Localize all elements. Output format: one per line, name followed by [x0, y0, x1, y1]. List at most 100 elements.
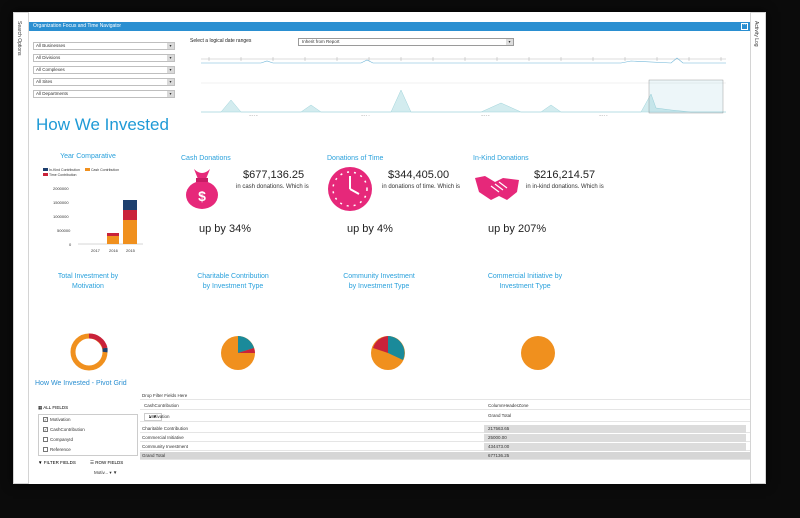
- title-line: Commercial Initiative by: [487, 273, 563, 280]
- grand-total-header: Grand Total: [488, 413, 512, 418]
- chevron-down-icon: ▾: [167, 79, 174, 85]
- year-comparative-chart: In-Kind Contribution Cash Contribution T…: [43, 168, 143, 253]
- date-range-label: Select a logical date ranges: [190, 38, 252, 44]
- x-tick-label: 2017: [91, 248, 101, 253]
- fields-icon: ▦: [38, 405, 44, 410]
- y-tick-label: 0: [69, 242, 72, 247]
- data-field-label[interactable]: CashContribution: [144, 403, 179, 408]
- field-label: Reference: [50, 447, 71, 452]
- row-field-chip[interactable]: Motiv... ▾ ▼: [94, 470, 118, 475]
- y-tick-label: 1000000: [53, 214, 69, 219]
- drop-filter-zone[interactable]: Drop Filter Fields Here: [140, 392, 750, 400]
- filter-header-title: Organization Focus and Time Navigator: [33, 23, 122, 29]
- pivot-field-list: ▦ ALL FIELDS ✓ Motivation ✓ CashContributi…: [38, 398, 138, 480]
- checkbox-checked-icon: ✓: [43, 427, 48, 433]
- commercial-pie-chart: [521, 336, 555, 370]
- row-value: 217563.65: [484, 425, 746, 433]
- bar-2016-time: [107, 233, 119, 236]
- timeline-selection-handle[interactable]: [648, 79, 724, 114]
- pivot-grid-title: How We Invested - Pivot Grid: [35, 380, 127, 387]
- row-label: Commercial Initiative: [142, 435, 184, 440]
- complex-dropdown[interactable]: All Complexes ▾: [33, 66, 175, 74]
- charitable-chart-title: Charitable Contribution by Investment Typ…: [183, 272, 283, 292]
- motivation-field-chip[interactable]: Motivation ▴ ▼: [144, 413, 170, 421]
- title-line: Investment Type: [499, 283, 551, 290]
- legend-item: Time Contribution: [49, 173, 77, 177]
- handshake-icon: [475, 176, 519, 200]
- timeline-year-label: 2016: [599, 114, 609, 116]
- year-comparative-title: Year Comparative: [60, 153, 116, 160]
- pivot-grid: Drop Filter Fields Here CashContribution…: [140, 392, 750, 482]
- table-row[interactable]: Charitable Contribution 217563.65: [140, 425, 750, 433]
- time-navigator[interactable]: 2013 2014 2015 2016: [201, 50, 726, 116]
- site-dropdown-label: All Sites: [36, 79, 53, 84]
- row-label: Charitable Contribution: [142, 426, 189, 431]
- row-fields-zone[interactable]: ☰ ROW FIELDS: [90, 460, 123, 466]
- time-amount: $344,405.00: [388, 169, 450, 181]
- field-reference[interactable]: Reference: [43, 446, 71, 454]
- timeline-year-label: 2013: [249, 114, 259, 116]
- activity-log-tab[interactable]: Activity Log: [750, 12, 766, 484]
- table-row[interactable]: Commercial Initiative 25000.00: [140, 434, 750, 442]
- date-range-value: Inherit from Report: [302, 39, 340, 44]
- column-header-zone[interactable]: ColumnHeaderZone: [488, 403, 529, 408]
- department-dropdown[interactable]: All Departments ▾: [33, 90, 175, 98]
- all-fields-header[interactable]: ▦ ALL FIELDS: [38, 404, 138, 412]
- division-dropdown[interactable]: All Divisions ▾: [33, 54, 175, 62]
- cash-donations-title: Cash Donations: [181, 155, 231, 162]
- inkind-amount: $216,214.57: [534, 169, 596, 181]
- community-pie-chart: [371, 336, 405, 370]
- filter-icon: ▼: [38, 460, 44, 465]
- activity-log-label: Activity Log: [753, 21, 759, 47]
- field-label: CashContribution: [50, 427, 85, 432]
- app-window: Search Options Activity Log Organization…: [13, 12, 766, 484]
- title-line: Motivation: [72, 283, 104, 290]
- site-dropdown[interactable]: All Sites ▾: [33, 78, 175, 86]
- collapse-icon[interactable]: ^: [741, 23, 748, 30]
- filter-fields-zone[interactable]: ▼ FILTER FIELDS: [38, 460, 76, 465]
- inkind-donations-title: In-Kind Donations: [473, 155, 529, 162]
- field-company-id[interactable]: CompanyId: [43, 436, 73, 444]
- row-value: 25000.00: [484, 434, 746, 442]
- search-options-label: Search Options: [16, 21, 22, 56]
- search-options-tab[interactable]: Search Options: [13, 12, 29, 484]
- checkbox-icon: [43, 447, 48, 453]
- checkbox-icon: [43, 437, 48, 443]
- field-list-box: ✓ Motivation ✓ CashContribution CompanyId …: [38, 414, 138, 456]
- complex-dropdown-label: All Complexes: [36, 67, 65, 72]
- x-tick-label: 2016: [109, 248, 119, 253]
- field-cash-contribution[interactable]: ✓ CashContribution: [43, 426, 85, 434]
- time-change: up by 4%: [347, 223, 393, 235]
- table-row[interactable]: Community Investment 434473.00: [140, 443, 750, 451]
- division-dropdown-label: All Divisions: [36, 55, 61, 60]
- date-range-select[interactable]: Inherit from Report ▾: [298, 38, 514, 46]
- legend-item: In-Kind Contribution: [49, 168, 80, 172]
- filter-panel: Organization Focus and Time Navigator ^ …: [29, 22, 750, 118]
- title-line: Community Investment: [343, 273, 415, 280]
- chevron-down-icon: ▾: [167, 91, 174, 97]
- cash-description: in cash donations. Which is: [236, 184, 309, 190]
- inkind-description: in in-kind donations. Which is: [526, 184, 604, 190]
- business-dropdown[interactable]: All Businesses ▾: [33, 42, 175, 50]
- row-field-chip-label: Motiv...: [94, 470, 109, 475]
- motivation-donut-chart: [70, 333, 108, 371]
- motivation-chart-title: Total Investment by Motivation: [43, 272, 133, 292]
- cash-amount: $677,136.25: [243, 169, 305, 181]
- x-tick-label: 2015: [126, 248, 136, 253]
- bar-2015-inkind: [123, 200, 137, 210]
- timeline-year-label: 2014: [361, 114, 371, 116]
- legend-item: Cash Contribution: [91, 168, 119, 172]
- charitable-pie-chart: [221, 336, 255, 370]
- timeline-area-chart: [201, 89, 726, 113]
- title-line: Charitable Contribution: [197, 273, 269, 280]
- field-label: Motivation: [50, 417, 71, 422]
- bar-2015-time: [123, 210, 137, 220]
- row-header-label: Motivation: [149, 414, 170, 419]
- inkind-change: up by 207%: [488, 223, 547, 235]
- bar-2015-cash: [123, 220, 137, 244]
- svg-text:$: $: [198, 188, 206, 204]
- grand-total-row: Grand Total 677136.25: [140, 452, 750, 460]
- row-label: Grand Total: [142, 453, 166, 458]
- pivot-row-header: Motivation ▴ ▼ Grand Total: [140, 412, 750, 422]
- field-motivation[interactable]: ✓ Motivation: [43, 416, 71, 424]
